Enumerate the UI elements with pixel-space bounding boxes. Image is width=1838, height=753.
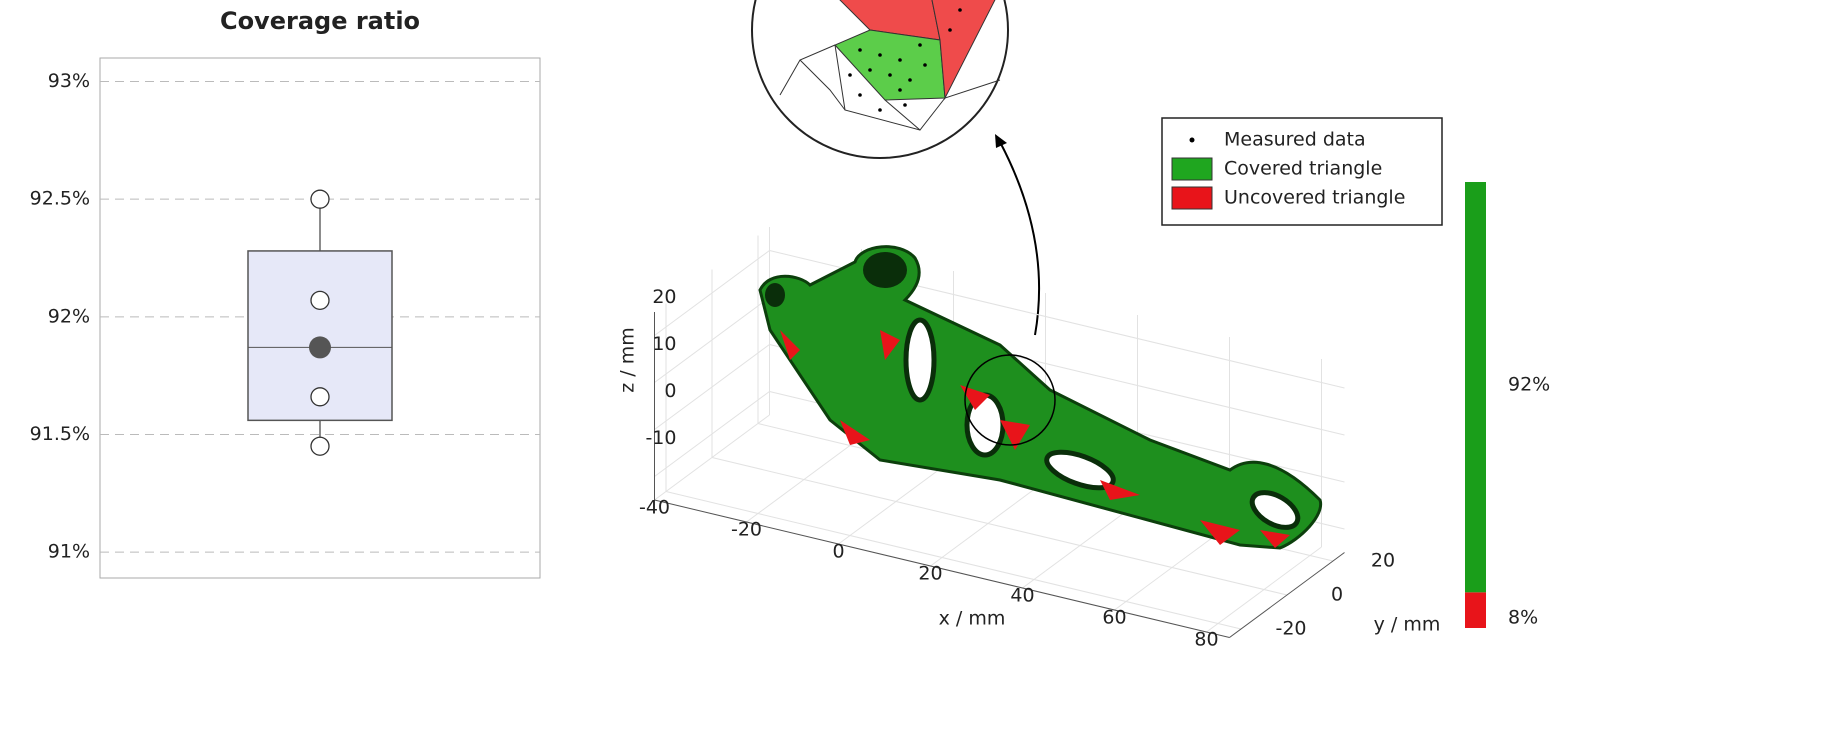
y-tick-label: 92.5% bbox=[30, 188, 90, 210]
bar-segment bbox=[1465, 592, 1486, 628]
legend-label: Measured data bbox=[1224, 129, 1366, 151]
x-tick-label: -40 bbox=[639, 497, 670, 519]
legend-label: Uncovered triangle bbox=[1224, 187, 1405, 209]
legend-marker bbox=[1172, 158, 1212, 180]
y-tick-label: -20 bbox=[1275, 618, 1306, 640]
z-tick-label: 10 bbox=[652, 333, 676, 355]
legend-marker bbox=[1190, 138, 1195, 143]
x-tick-label: 0 bbox=[832, 541, 844, 563]
y-tick-label: 0 bbox=[1331, 584, 1343, 606]
y-tick-label: 93% bbox=[48, 70, 90, 92]
y-tick-label: 91% bbox=[48, 541, 90, 563]
chart-title: Coverage ratio bbox=[220, 7, 420, 35]
data-point bbox=[311, 437, 329, 455]
data-point bbox=[311, 190, 329, 208]
z-tick-label: 0 bbox=[664, 380, 676, 402]
legend-label: Covered triangle bbox=[1224, 158, 1382, 180]
y-tick-label: 20 bbox=[1371, 550, 1395, 572]
z-tick-label: -10 bbox=[645, 427, 676, 449]
y-tick-label: 92% bbox=[48, 305, 90, 327]
y-axis-label: y / mm bbox=[1374, 614, 1441, 636]
value-label: 92% bbox=[1508, 374, 1550, 396]
x-tick-label: 60 bbox=[1102, 607, 1126, 629]
z-tick-label: 20 bbox=[652, 286, 676, 308]
z-axis-label: z / mm bbox=[617, 327, 639, 392]
x-tick-label: 40 bbox=[1010, 585, 1034, 607]
y-tick-label: 91.5% bbox=[30, 423, 90, 445]
data-point bbox=[311, 291, 329, 309]
value-label: 8% bbox=[1508, 607, 1538, 629]
figure: Coverage ratio 91% 91.5% 92% 92.5% 93% -40 -20 0… bbox=[0, 0, 1838, 753]
x-tick-label: 20 bbox=[918, 563, 942, 585]
x-axis-label: x / mm bbox=[939, 607, 1006, 629]
bar-segment bbox=[1465, 182, 1486, 592]
x-tick-label: 80 bbox=[1194, 629, 1218, 651]
legend-marker bbox=[1172, 187, 1212, 209]
bracket-mesh bbox=[760, 247, 1321, 548]
data-point bbox=[311, 388, 329, 406]
page: {"chart_data": [ {"type": "box", "title"… bbox=[0, 0, 1838, 753]
mean-marker bbox=[309, 336, 331, 358]
x-tick-label: -20 bbox=[731, 519, 762, 541]
